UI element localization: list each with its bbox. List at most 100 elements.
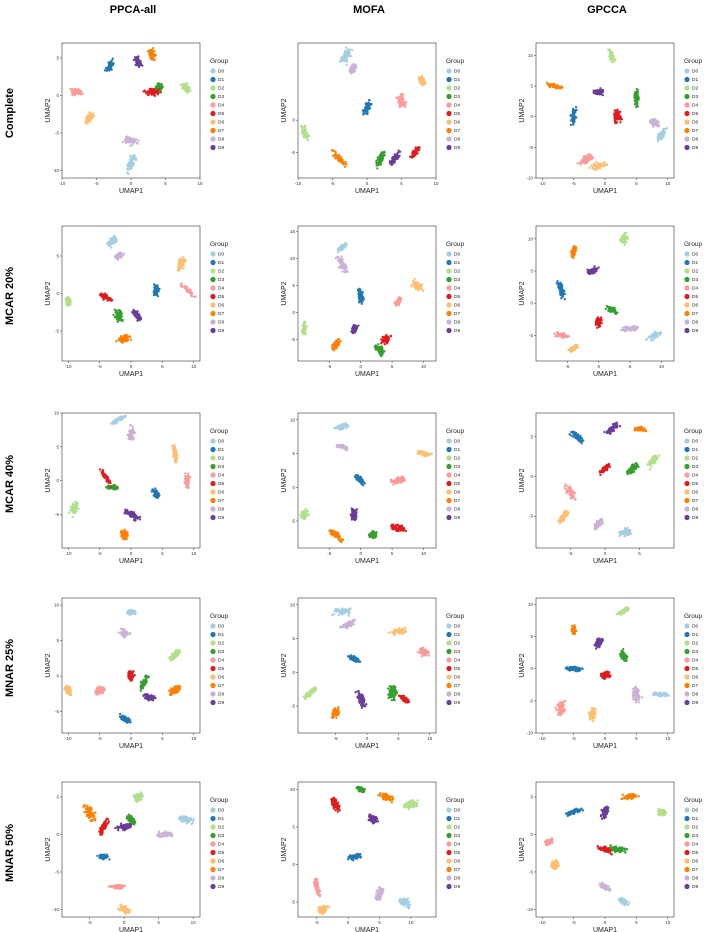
point (115, 240, 118, 243)
legend-swatch (210, 93, 216, 100)
point (599, 162, 602, 166)
x-tick-label: 0 (130, 181, 133, 186)
x-axis-label: UMAP1 (355, 371, 379, 378)
point (617, 111, 620, 115)
point (343, 266, 346, 269)
point (185, 477, 188, 480)
x-tick-label: 0 (359, 364, 362, 369)
point (342, 264, 345, 267)
legend-swatch (684, 110, 690, 117)
point (587, 156, 591, 159)
point (397, 156, 400, 159)
point (124, 415, 127, 419)
point (581, 158, 584, 161)
point (632, 328, 635, 331)
point (332, 149, 335, 153)
point (186, 474, 189, 477)
point (400, 101, 403, 105)
point (116, 318, 119, 321)
point (421, 78, 425, 81)
point (107, 480, 111, 483)
point (112, 313, 115, 317)
y-tick-label: 10 (290, 256, 296, 261)
point (137, 65, 141, 69)
legend-swatch (446, 268, 452, 274)
point (129, 161, 133, 164)
y-tick-label: 5 (56, 444, 59, 449)
point (575, 108, 578, 112)
legend-entry: D1 (692, 77, 698, 83)
x-tick-label: 5 (400, 181, 403, 186)
point (351, 65, 355, 68)
point (555, 281, 558, 285)
point (399, 93, 403, 96)
point (645, 338, 648, 341)
point (112, 242, 115, 245)
point (348, 55, 351, 58)
point (597, 324, 601, 327)
legend-swatch (684, 285, 690, 291)
point (622, 241, 625, 244)
y-axis-label: UMAP2 (519, 281, 526, 305)
point (593, 269, 596, 273)
y-axis-label: UMAP2 (281, 281, 288, 305)
point (375, 159, 378, 163)
cluster-d6 (84, 111, 96, 125)
point (410, 285, 413, 288)
point (345, 63, 348, 67)
legend-entry: D5 (218, 111, 224, 117)
point (109, 238, 112, 242)
point (339, 57, 343, 61)
point (574, 105, 578, 109)
point (128, 335, 132, 339)
cluster-d0 (126, 153, 138, 175)
point (572, 247, 575, 250)
point (610, 51, 614, 54)
point (109, 65, 113, 69)
legend-entry: D1 (454, 260, 460, 266)
point (413, 154, 416, 158)
x-axis-label: UMAP1 (355, 188, 379, 195)
point (545, 81, 549, 84)
legend-swatch (446, 76, 452, 83)
legend-entry: D1 (454, 77, 460, 83)
point (422, 289, 425, 293)
point (185, 482, 188, 485)
point (569, 123, 573, 127)
point (379, 157, 383, 160)
legend-swatch (210, 119, 216, 125)
y-tick-label: 0 (56, 291, 59, 296)
x-tick-label: -10 (65, 551, 72, 556)
point (600, 90, 603, 94)
point (115, 417, 118, 421)
point (103, 476, 106, 480)
point (156, 82, 159, 85)
point (656, 139, 660, 142)
point (593, 271, 596, 275)
y-axis-label: UMAP2 (45, 468, 52, 492)
point (580, 160, 583, 163)
y-tick-label: 0 (56, 478, 59, 483)
panel-mcar-20-mofa: -5 0 5 10-5051015UMAP1UMAP2GroupD0D1D2D3D4D… (281, 225, 464, 378)
point (109, 242, 112, 245)
legend-swatch (684, 293, 690, 300)
point (572, 256, 575, 259)
legend-swatch (210, 327, 216, 334)
y-tick-label: -5 (55, 512, 59, 517)
point (552, 84, 555, 88)
point (417, 146, 420, 149)
legend-entry: D2 (454, 86, 460, 92)
legend-swatch (446, 127, 452, 134)
point (565, 335, 569, 339)
legend-entry: D3 (692, 277, 698, 283)
point (188, 86, 191, 89)
point (88, 111, 91, 114)
point (380, 342, 383, 345)
point (557, 282, 561, 285)
cluster-d5 (142, 87, 162, 98)
point (135, 314, 139, 318)
point (359, 288, 362, 291)
point (131, 164, 134, 167)
point (152, 54, 156, 57)
